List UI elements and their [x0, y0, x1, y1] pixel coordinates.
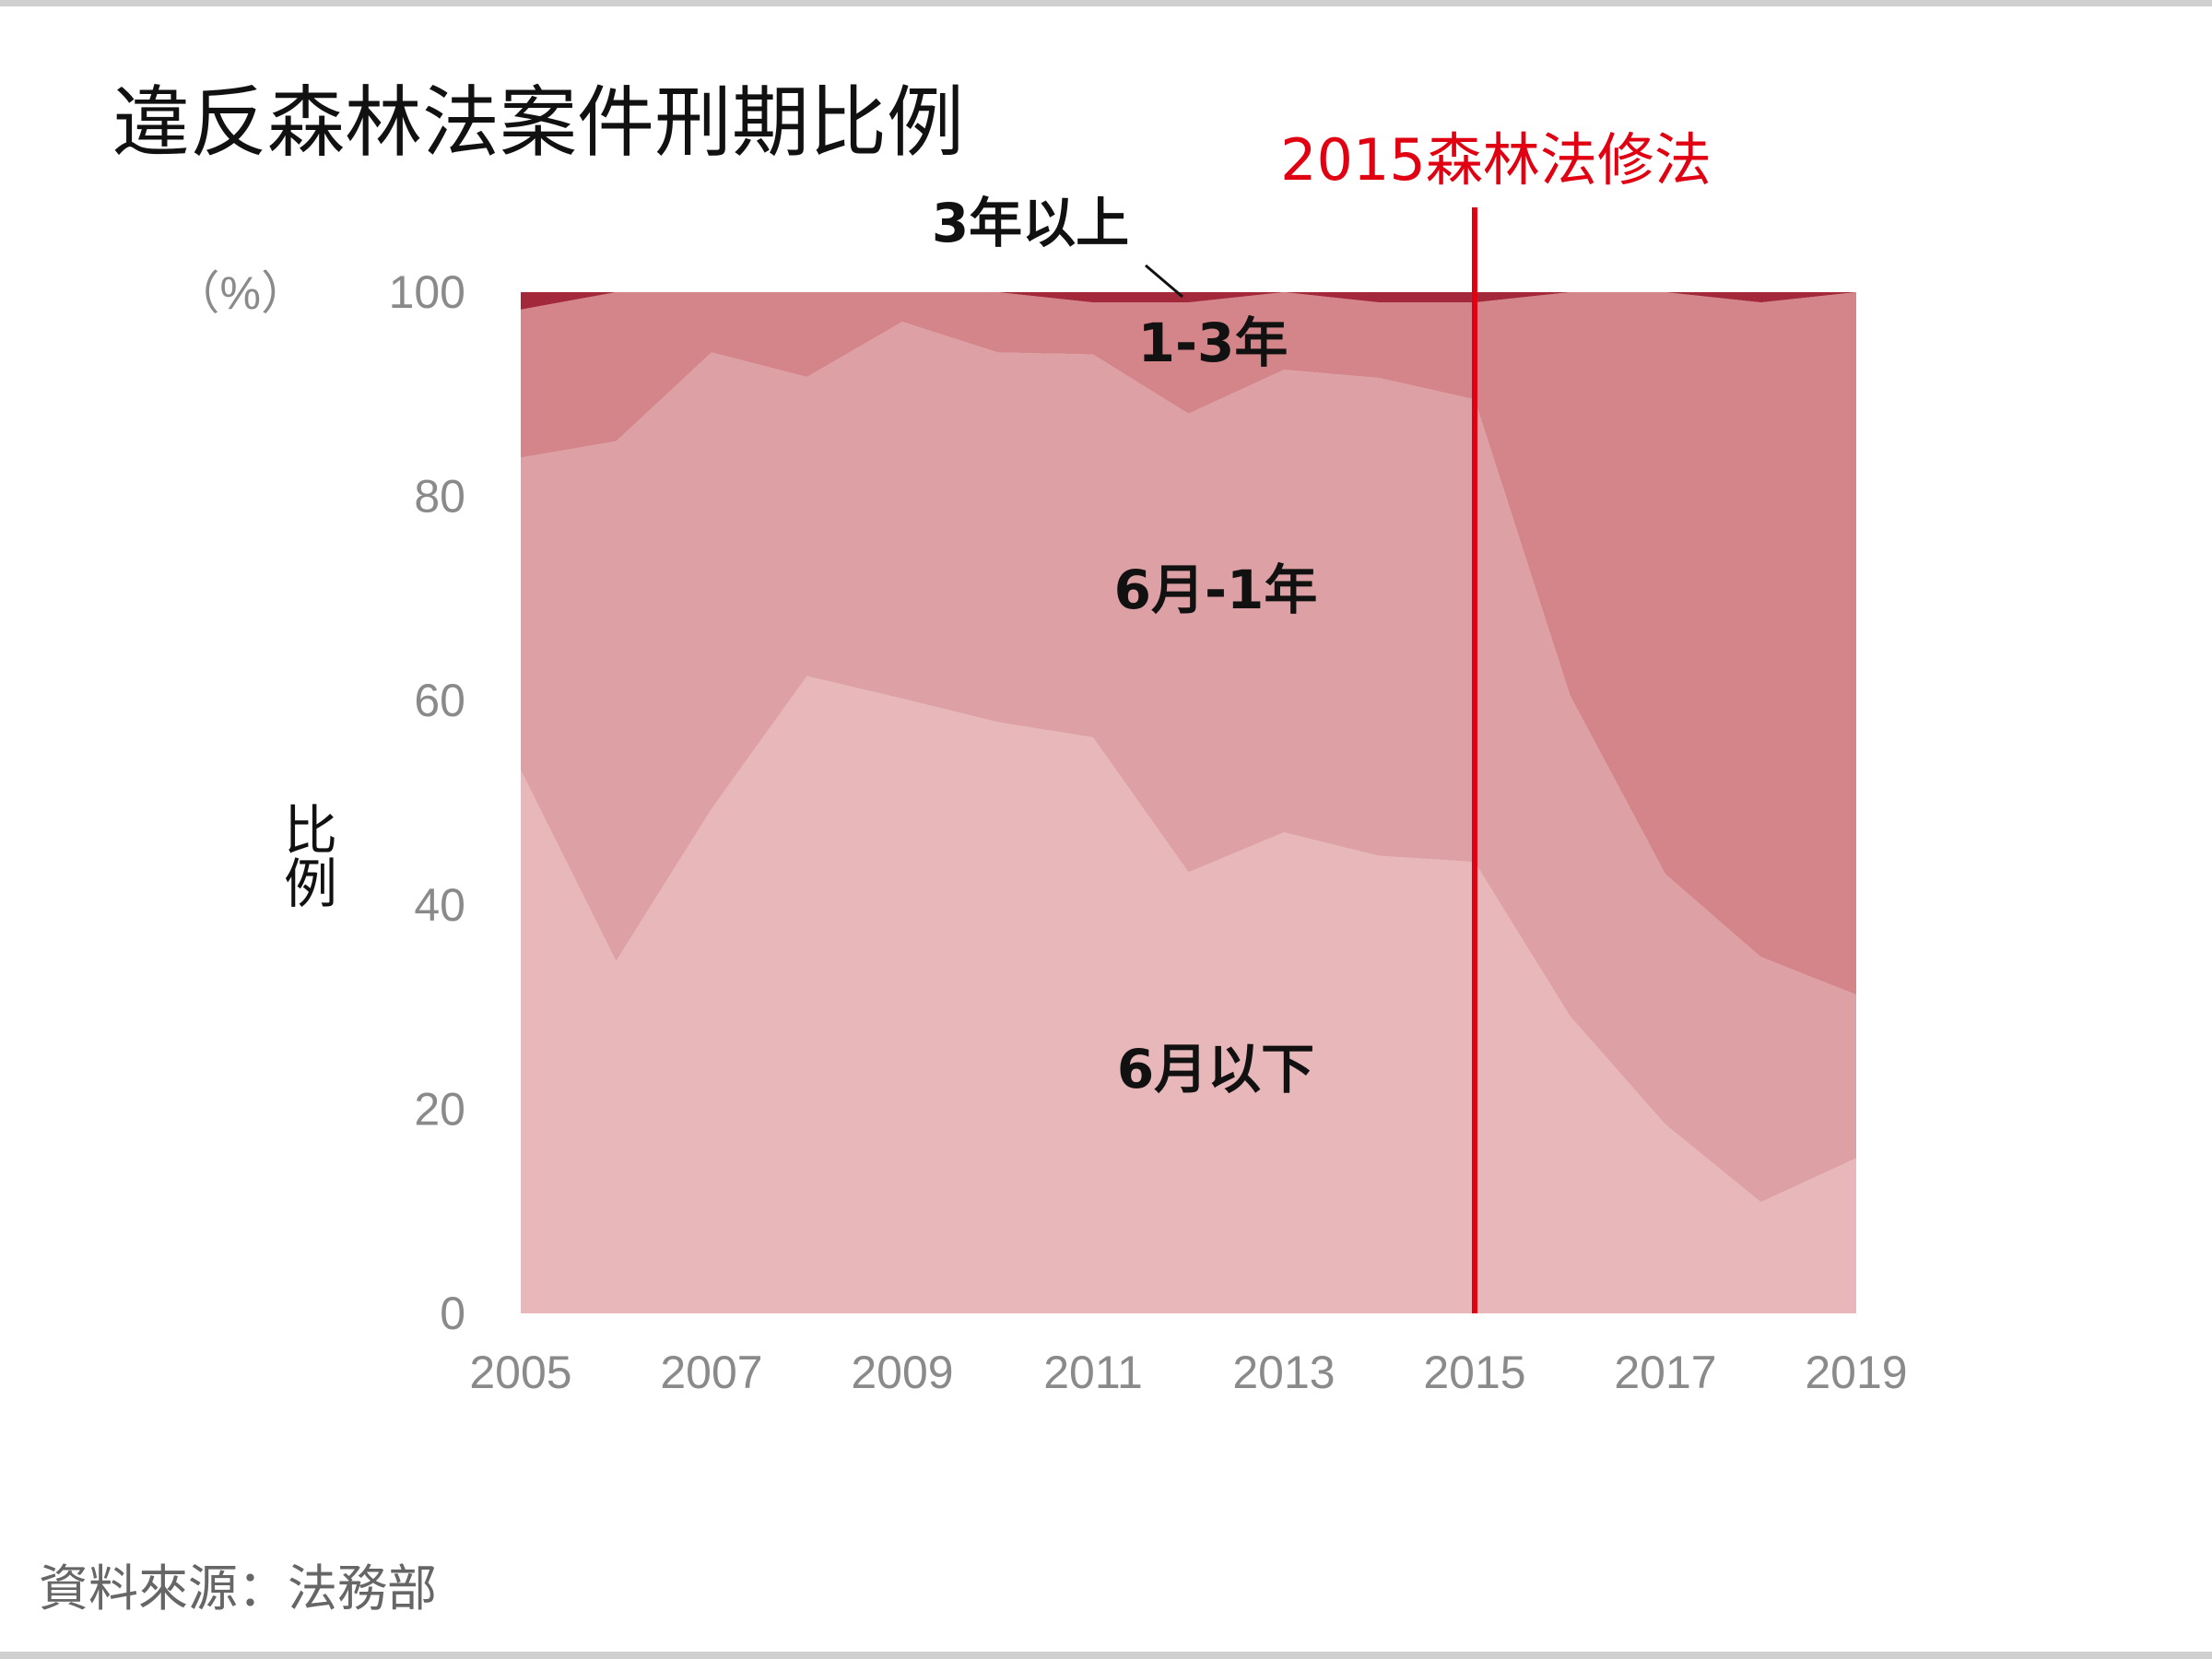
y-tick-label: 80	[414, 471, 465, 523]
y-axis-label: 比例	[275, 802, 337, 909]
bottom-border	[0, 1652, 2212, 1659]
area-series-1	[521, 322, 1856, 1203]
x-tick-label: 2011	[1043, 1347, 1143, 1398]
y-tick-label: 20	[414, 1083, 465, 1135]
x-tick-label: 2017	[1614, 1347, 1716, 1398]
y-unit-label: （%）	[174, 267, 307, 319]
area-series-0	[521, 676, 1856, 1313]
y-tick-label: 60	[414, 675, 465, 726]
x-tick-label: 2009	[851, 1347, 953, 1398]
top-border	[0, 0, 2212, 6]
chart-title: 違反森林法案件刑期比例	[112, 77, 964, 168]
y-tick-label: 0	[440, 1288, 465, 1339]
y-tick-label: 100	[389, 266, 465, 318]
x-tick-label: 2005	[469, 1347, 571, 1398]
area-series-2	[521, 292, 1856, 995]
x-tick-label: 2019	[1805, 1347, 1907, 1398]
series-label-3plus: 3年以上	[932, 192, 1129, 254]
x-tick-label: 2013	[1232, 1347, 1335, 1398]
series-label-under-6m: 6月以下	[1117, 1038, 1314, 1100]
source-note: 資料來源：法務部	[39, 1559, 437, 1618]
area-series-3	[521, 292, 1856, 310]
annotation-text: 2015森林法修法	[1280, 126, 1712, 194]
x-tick-label: 2007	[660, 1347, 762, 1398]
series-label-1-3: 1-3年	[1138, 312, 1288, 374]
y-tick-label: 40	[414, 879, 465, 931]
x-tick-label: 2015	[1423, 1347, 1525, 1398]
leader-line	[1145, 264, 1183, 299]
series-label-6m-1y: 6月-1年	[1114, 559, 1318, 621]
